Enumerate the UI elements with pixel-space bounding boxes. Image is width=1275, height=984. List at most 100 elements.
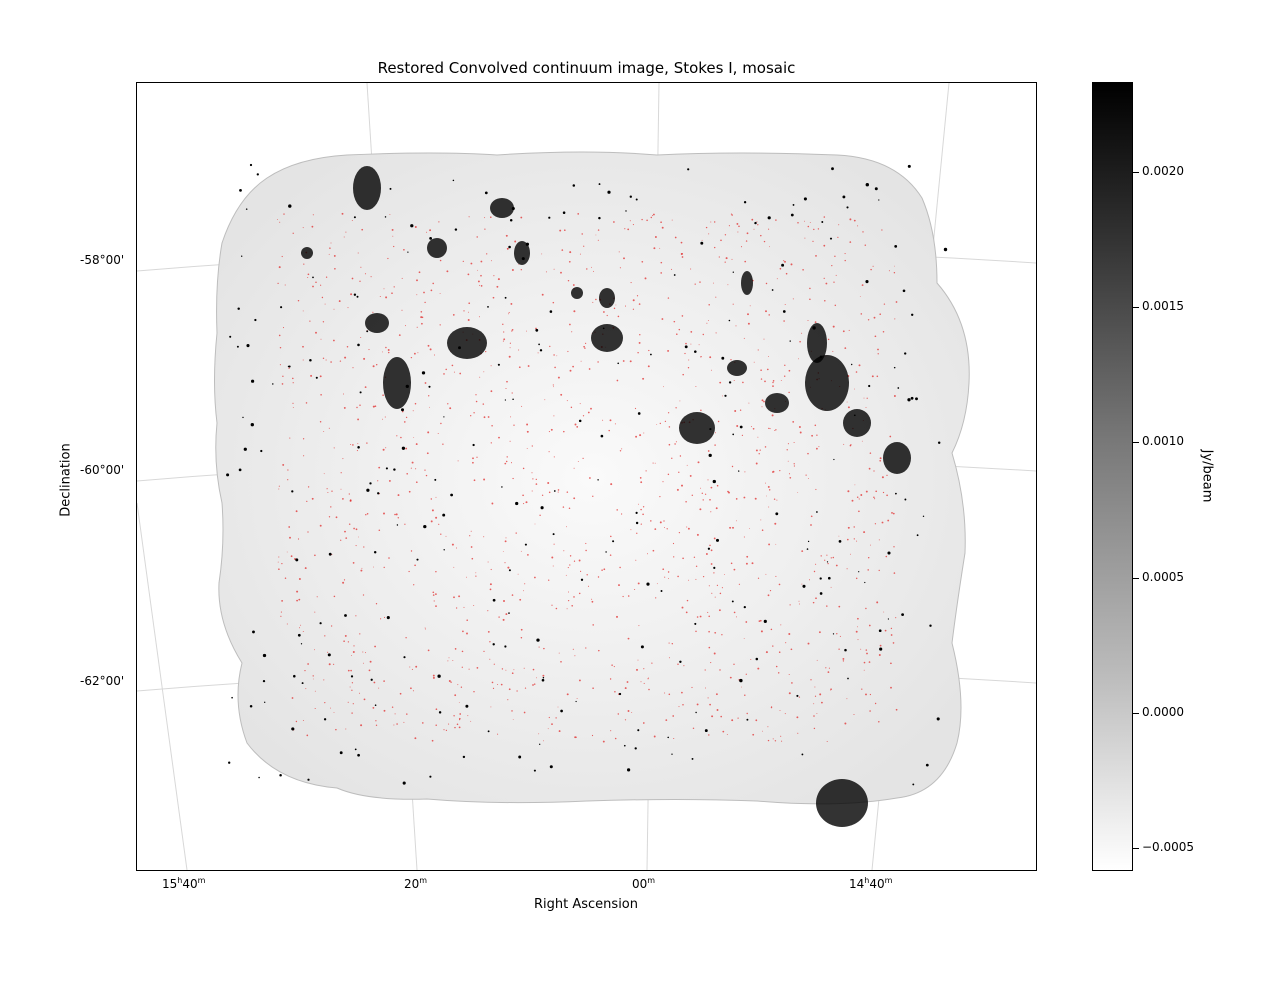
source-marker [429,406,430,408]
point-source [796,694,799,697]
point-source [511,206,515,211]
source-marker [775,665,778,668]
source-marker [881,476,884,479]
source-marker [598,649,600,652]
source-marker [278,334,281,337]
source-marker [735,498,738,500]
source-marker [522,494,524,497]
source-marker [754,497,757,500]
source-marker [825,282,828,285]
source-marker [357,443,359,445]
source-marker [773,498,776,500]
source-marker [661,226,664,229]
source-marker [541,293,544,296]
source-marker [696,616,699,618]
source-marker [320,284,322,286]
source-marker [292,407,294,409]
source-marker [330,707,331,709]
source-marker [311,225,314,228]
source-marker [799,340,801,343]
source-marker [772,380,775,382]
source-marker [842,330,845,333]
point-source [827,576,831,580]
source-marker [815,255,817,257]
source-marker [708,303,710,306]
source-marker [627,637,630,640]
source-marker [429,348,432,351]
source-marker [868,467,871,470]
source-marker [597,229,600,231]
source-marker [383,709,386,712]
source-marker [755,462,758,465]
point-source [887,551,891,555]
point-source [846,206,849,209]
source-marker [745,621,748,623]
source-marker [744,471,746,473]
source-marker [609,419,612,422]
colorbar-label: Jy/beam [1199,449,1215,503]
source-marker [383,288,385,290]
source-marker [382,418,384,420]
point-source [552,533,555,536]
source-marker [482,403,485,405]
source-marker [340,488,342,490]
source-marker [630,529,632,531]
source-marker [302,631,304,632]
source-marker [831,265,833,267]
source-marker [650,520,652,522]
source-marker [662,568,665,571]
source-marker [280,611,282,613]
source-marker [586,268,588,270]
source-marker [492,296,495,299]
source-marker [878,539,880,541]
point-source [549,310,553,313]
source-marker [674,443,676,445]
point-source [712,479,716,484]
source-marker [621,513,623,515]
source-marker [748,402,750,404]
source-marker [672,542,675,545]
source-marker [785,642,787,644]
source-marker [638,341,641,344]
source-marker [719,592,722,595]
source-marker [857,225,859,227]
source-marker [799,431,802,434]
source-marker [583,345,585,348]
source-marker [767,726,769,728]
source-marker [670,268,673,270]
source-marker [279,364,281,366]
source-marker [493,663,495,665]
source-marker [505,613,508,616]
source-marker [860,494,863,496]
point-source [295,558,299,562]
source-marker [677,575,679,578]
point-source [423,524,427,529]
source-marker [576,426,579,428]
source-marker [751,562,754,565]
source-marker [324,303,326,305]
source-marker [504,540,507,543]
source-marker [458,717,461,720]
colorbar-tick [1133,578,1139,579]
source-marker [383,566,385,569]
source-marker [675,407,677,409]
source-marker [701,239,703,241]
source-marker [350,669,352,672]
source-marker [415,443,418,446]
source-marker [502,340,504,342]
source-marker [817,228,820,230]
source-marker [762,730,763,732]
source-marker [884,629,887,632]
source-marker [707,479,709,481]
source-marker [832,325,835,328]
source-marker [749,305,751,307]
source-marker [343,579,346,581]
source-marker [842,657,845,660]
emission-region [353,166,381,210]
source-marker [535,677,537,679]
source-marker [558,730,561,733]
point-source [771,289,774,291]
point-source [687,168,690,171]
point-source [236,345,239,348]
point-source [707,547,711,550]
